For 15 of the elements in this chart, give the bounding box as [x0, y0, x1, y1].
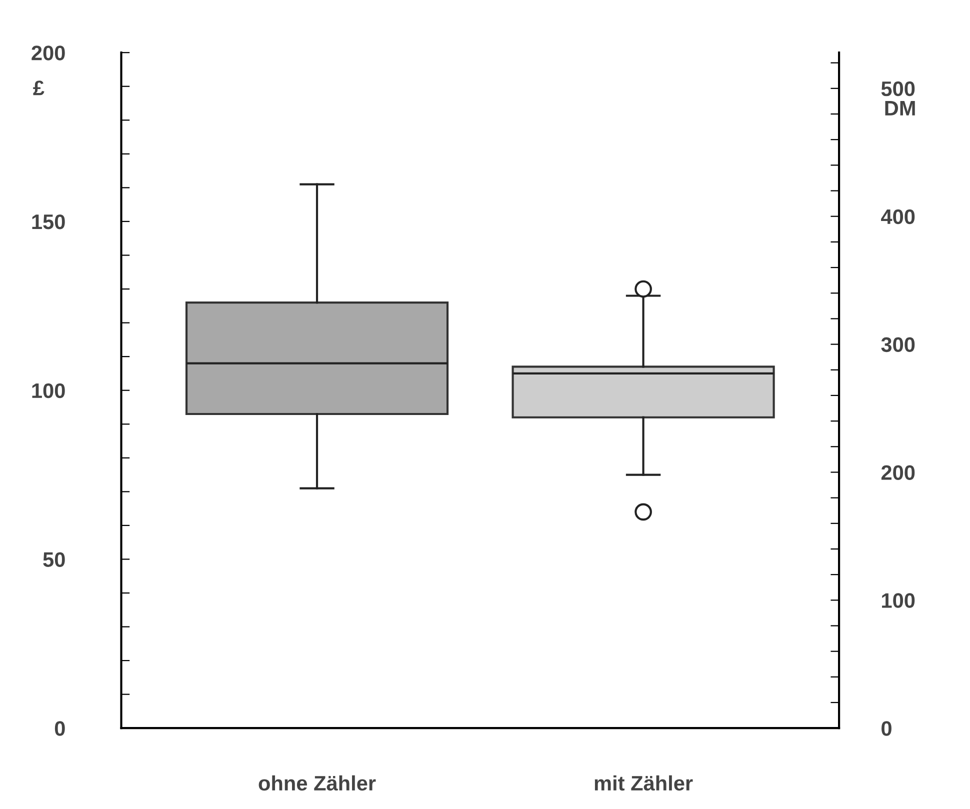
y2-axis-title: DM [885, 101, 915, 116]
y-tick-label: 150 [32, 214, 65, 230]
y2-tick-label: 200 [881, 465, 915, 480]
y-tick-label: 100 [32, 383, 65, 398]
y2-tick-label: 0 [882, 721, 892, 736]
x-tick-label: mit Zähler [594, 775, 693, 791]
y-axis-title: £ [33, 80, 44, 96]
y-tick-label: 50 [43, 552, 65, 567]
y2-tick-label: 500 [881, 81, 915, 96]
y2-tick-label: 100 [882, 593, 915, 608]
y2-tick-label: 400 [881, 209, 915, 224]
y2-tick-label: 300 [881, 337, 915, 352]
y-tick-label: 200 [32, 46, 65, 60]
x-tick-label: ohne Zähler [258, 775, 376, 791]
y-tick-label: 0 [54, 721, 65, 736]
